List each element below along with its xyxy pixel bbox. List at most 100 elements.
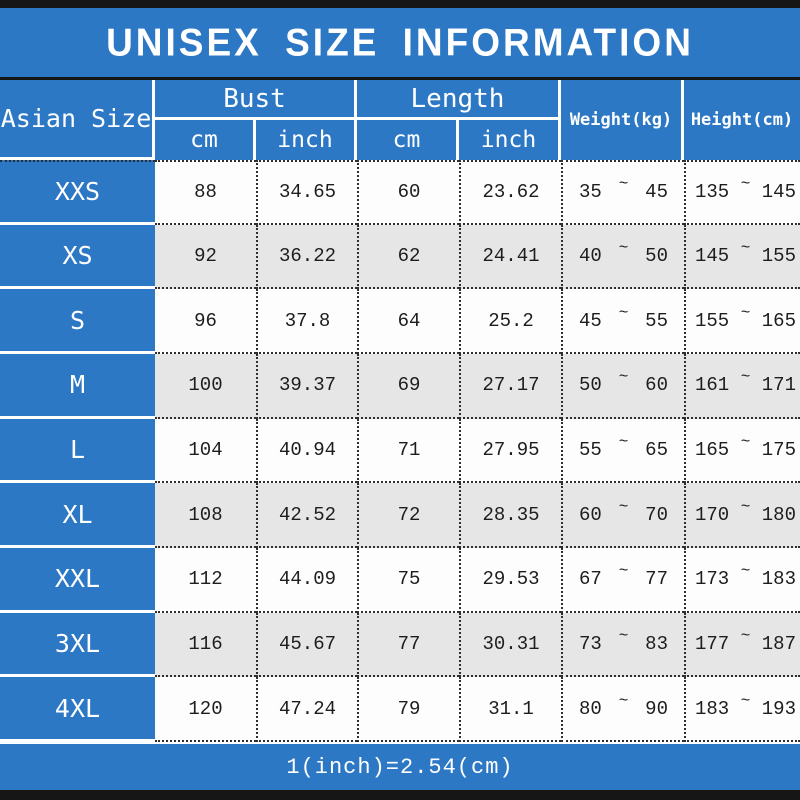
column-group-bust: Bust cm inch <box>155 80 357 160</box>
length-inch-cell: 31.1 <box>459 677 561 743</box>
height-min: 135 <box>695 181 730 204</box>
table-row: 3XL 116 45.67 77 30.31 73 ~83 177 ~187 <box>0 612 800 678</box>
weight-range-cell: 45 ~55 <box>561 289 684 355</box>
size-label-cell: XL <box>0 483 155 549</box>
weight-min: 60 <box>579 503 602 526</box>
size-label-cell: 4XL <box>0 677 155 743</box>
weight-range-cell: 35 ~45 <box>561 160 684 225</box>
column-header-length-cm: cm <box>357 120 459 160</box>
range-separator: ~ <box>740 691 751 710</box>
length-cm-cell: 75 <box>357 548 459 613</box>
bust-inch-cell: 34.65 <box>256 160 357 225</box>
length-cm-cell: 71 <box>357 418 459 484</box>
bust-inch-cell: 44.09 <box>256 548 357 613</box>
height-max: 183 <box>761 568 796 591</box>
bust-inch-cell: 45.67 <box>256 612 357 678</box>
bust-inch-cell: 39.37 <box>256 354 357 419</box>
range-separator: ~ <box>740 627 751 646</box>
height-range-cell: 161 ~171 <box>684 354 800 419</box>
range-separator: ~ <box>740 303 751 322</box>
height-max: 187 <box>761 633 796 656</box>
height-min: 183 <box>695 697 730 720</box>
size-label-cell: XXL <box>0 548 155 613</box>
range-separator: ~ <box>618 368 629 387</box>
size-table-body: XXS 88 34.65 60 23.62 35 ~45 135 ~145 XS 92 36.22 62… <box>0 160 800 743</box>
height-max: 193 <box>761 697 796 720</box>
table-row: S 96 37.8 64 25.2 45 ~55 155 ~165 <box>0 289 800 355</box>
column-header-bust: Bust <box>155 80 354 120</box>
height-range-cell: 165 ~175 <box>684 418 800 484</box>
footer-bar: 1(inch)=2.54(cm) <box>0 742 800 790</box>
title-bar: UNISEX SIZE INFORMATION <box>0 8 800 80</box>
length-inch-cell: 23.62 <box>459 160 561 225</box>
size-label-cell: XXS <box>0 160 155 225</box>
column-header-bust-inch: inch <box>277 127 333 153</box>
length-inch-cell: 25.2 <box>459 289 561 355</box>
height-range-cell: 155 ~165 <box>684 289 800 355</box>
table-row: XXS 88 34.65 60 23.62 35 ~45 135 ~145 <box>0 160 800 225</box>
weight-max: 50 <box>645 245 668 267</box>
height-max: 171 <box>761 374 796 397</box>
bust-cm-cell: 96 <box>155 289 256 355</box>
weight-range-cell: 40 ~50 <box>561 224 684 290</box>
length-cm-cell: 60 <box>357 160 459 225</box>
weight-max: 77 <box>645 568 668 591</box>
weight-min: 55 <box>579 439 602 462</box>
range-separator: ~ <box>618 562 629 581</box>
page-title: UNISEX SIZE INFORMATION <box>106 20 694 64</box>
bust-cm-cell: 108 <box>155 483 256 549</box>
table-row: XXL 112 44.09 75 29.53 67 ~77 173 ~183 <box>0 548 800 613</box>
conversion-note: 1(inch)=2.54(cm) <box>286 754 514 780</box>
weight-max: 65 <box>645 439 668 462</box>
column-header-height: Height(cm) <box>690 110 794 130</box>
weight-min: 67 <box>579 568 602 591</box>
height-max: 175 <box>761 439 796 462</box>
weight-range-cell: 80 ~90 <box>561 677 684 743</box>
height-min: 165 <box>695 439 730 462</box>
bust-inch-cell: 42.52 <box>256 483 357 549</box>
weight-range-cell: 67 ~77 <box>561 548 684 613</box>
range-separator: ~ <box>618 497 629 516</box>
column-header-asian-size: Asian Size <box>0 80 155 160</box>
height-range-cell: 170 ~180 <box>684 483 800 549</box>
column-header-length: Length <box>357 80 558 120</box>
table-row: M 100 39.37 69 27.17 50 ~60 161 ~171 <box>0 354 800 419</box>
length-cm-cell: 79 <box>357 677 459 743</box>
bottom-black-bar <box>0 790 800 800</box>
height-min: 161 <box>695 374 730 397</box>
table-row: L 104 40.94 71 27.95 55 ~65 165 ~175 <box>0 418 800 484</box>
table-row: XS 92 36.22 62 24.41 40 ~50 145 ~155 <box>0 224 800 290</box>
range-separator: ~ <box>618 239 629 257</box>
bust-inch-cell: 47.24 <box>256 677 357 743</box>
weight-min: 45 <box>579 309 602 332</box>
size-label-cell: XS <box>0 224 155 290</box>
length-inch-cell: 27.95 <box>459 418 561 484</box>
length-inch-cell: 27.17 <box>459 354 561 419</box>
column-header-weight: Weight(kg) <box>561 80 684 160</box>
bust-inch-cell: 37.8 <box>256 289 357 355</box>
weight-range-cell: 50 ~60 <box>561 354 684 419</box>
weight-min: 35 <box>579 181 602 204</box>
bust-cm-cell: 104 <box>155 418 256 484</box>
length-cm-cell: 62 <box>357 224 459 290</box>
weight-range-cell: 73 ~83 <box>561 612 684 678</box>
weight-max: 55 <box>645 309 668 332</box>
range-separator: ~ <box>618 433 629 452</box>
height-range-cell: 177 ~187 <box>684 612 800 678</box>
weight-min: 73 <box>579 633 602 656</box>
length-cm-cell: 69 <box>357 354 459 419</box>
length-inch-cell: 30.31 <box>459 612 561 678</box>
table-row: XL 108 42.52 72 28.35 60 ~70 170 ~180 <box>0 483 800 549</box>
bust-cm-cell: 116 <box>155 612 256 678</box>
range-separator: ~ <box>740 433 751 452</box>
range-separator: ~ <box>740 239 751 257</box>
bust-inch-cell: 36.22 <box>256 224 357 290</box>
length-cm-cell: 72 <box>357 483 459 549</box>
table-row: 4XL 120 47.24 79 31.1 80 ~90 183 ~193 <box>0 677 800 743</box>
range-separator: ~ <box>740 562 751 581</box>
table-header: Asian Size Bust cm inch Length cm inch W… <box>0 80 800 160</box>
weight-max: 70 <box>645 503 668 526</box>
height-max: 145 <box>761 181 796 204</box>
length-inch-cell: 24.41 <box>459 224 561 290</box>
